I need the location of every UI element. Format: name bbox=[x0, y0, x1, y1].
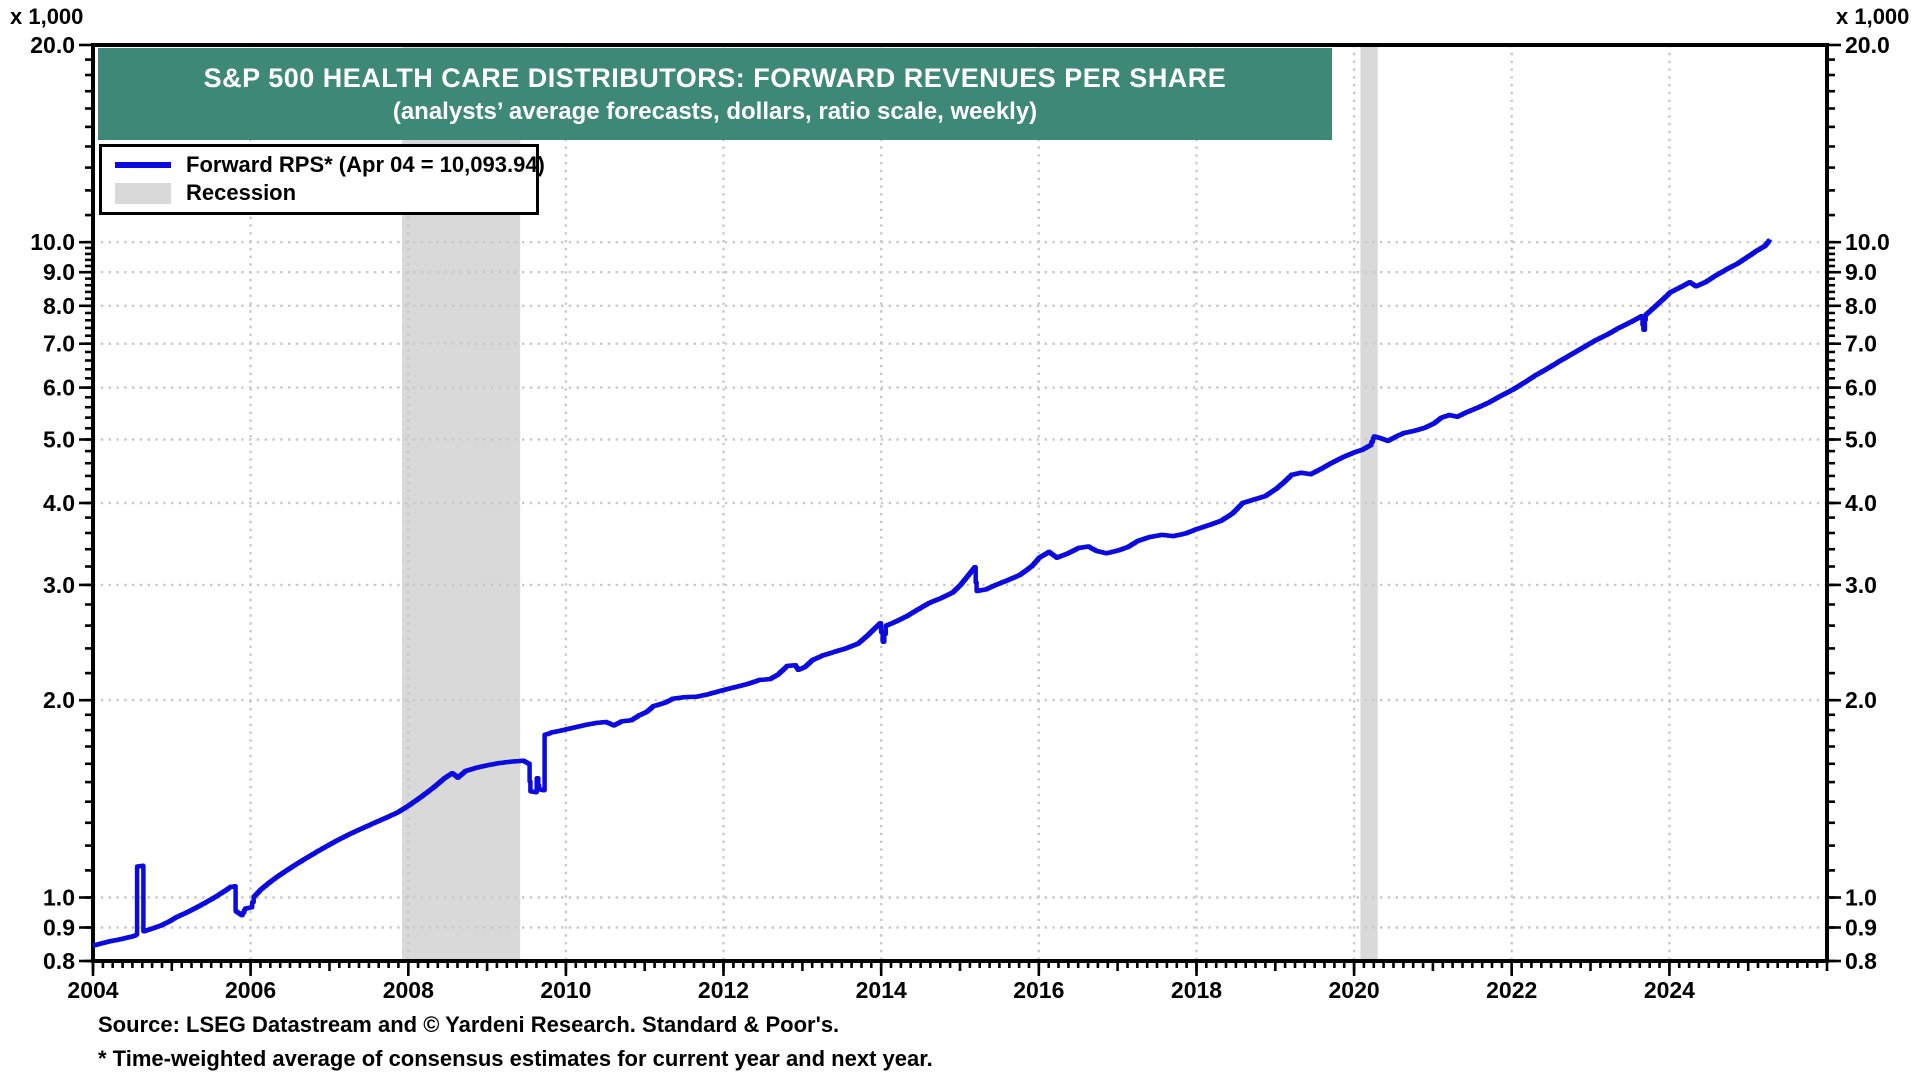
svg-text:2010: 2010 bbox=[540, 977, 591, 1003]
svg-text:20.0: 20.0 bbox=[1845, 32, 1890, 58]
svg-text:3.0: 3.0 bbox=[1845, 572, 1877, 598]
svg-text:2024: 2024 bbox=[1644, 977, 1695, 1003]
y-axis-multiplier-right: x 1,000 bbox=[1836, 4, 1910, 29]
svg-text:5.0: 5.0 bbox=[43, 427, 75, 453]
svg-text:1.0: 1.0 bbox=[43, 885, 75, 911]
svg-text:7.0: 7.0 bbox=[43, 331, 75, 357]
svg-text:10.0: 10.0 bbox=[30, 229, 75, 255]
svg-text:6.0: 6.0 bbox=[43, 375, 75, 401]
svg-text:2004: 2004 bbox=[67, 977, 118, 1003]
svg-text:2.0: 2.0 bbox=[43, 687, 75, 713]
legend-box: Forward RPS* (Apr 04 = 10,093.94) Recess… bbox=[99, 144, 545, 215]
svg-text:2014: 2014 bbox=[856, 977, 907, 1003]
svg-text:2.0: 2.0 bbox=[1845, 687, 1877, 713]
svg-text:20.0: 20.0 bbox=[30, 32, 75, 58]
svg-text:0.8: 0.8 bbox=[1845, 948, 1877, 974]
recession-swatch bbox=[115, 182, 171, 204]
recession-legend-label: Recession bbox=[186, 180, 297, 205]
svg-text:4.0: 4.0 bbox=[43, 490, 75, 516]
chart-title: S&P 500 HEALTH CARE DISTRIBUTORS: FORWAR… bbox=[203, 63, 1227, 93]
svg-text:3.0: 3.0 bbox=[43, 572, 75, 598]
series-line-swatch bbox=[115, 162, 171, 168]
svg-text:2006: 2006 bbox=[225, 977, 276, 1003]
svg-text:9.0: 9.0 bbox=[1845, 259, 1877, 285]
svg-text:2022: 2022 bbox=[1486, 977, 1537, 1003]
svg-text:1.0: 1.0 bbox=[1845, 885, 1877, 911]
footnote: * Time-weighted average of consensus est… bbox=[98, 1046, 933, 1071]
svg-text:4.0: 4.0 bbox=[1845, 490, 1877, 516]
svg-text:10.0: 10.0 bbox=[1845, 229, 1890, 255]
source-note: Source: LSEG Datastream and © Yardeni Re… bbox=[98, 1012, 840, 1037]
svg-text:2008: 2008 bbox=[383, 977, 434, 1003]
svg-text:6.0: 6.0 bbox=[1845, 375, 1877, 401]
svg-text:2018: 2018 bbox=[1171, 977, 1222, 1003]
svg-text:2020: 2020 bbox=[1329, 977, 1380, 1003]
svg-text:0.9: 0.9 bbox=[43, 915, 75, 941]
chart-title-bar: S&P 500 HEALTH CARE DISTRIBUTORS: FORWAR… bbox=[98, 48, 1332, 140]
svg-text:2016: 2016 bbox=[1013, 977, 1064, 1003]
svg-text:9.0: 9.0 bbox=[43, 259, 75, 285]
svg-text:8.0: 8.0 bbox=[1845, 293, 1877, 319]
svg-text:5.0: 5.0 bbox=[1845, 427, 1877, 453]
chart-subtitle: (analysts’ average forecasts, dollars, r… bbox=[392, 98, 1038, 125]
svg-text:7.0: 7.0 bbox=[1845, 331, 1877, 357]
y-axis-multiplier-left: x 1,000 bbox=[10, 4, 84, 29]
svg-text:8.0: 8.0 bbox=[43, 293, 75, 319]
svg-text:0.9: 0.9 bbox=[1845, 915, 1877, 941]
legend-row-series: Forward RPS* (Apr 04 = 10,093.94) bbox=[115, 151, 545, 179]
svg-text:0.8: 0.8 bbox=[43, 948, 75, 974]
series-legend-label: Forward RPS* (Apr 04 = 10,093.94) bbox=[186, 152, 545, 177]
legend-row-recession: Recession bbox=[115, 179, 536, 207]
svg-text:2012: 2012 bbox=[698, 977, 749, 1003]
